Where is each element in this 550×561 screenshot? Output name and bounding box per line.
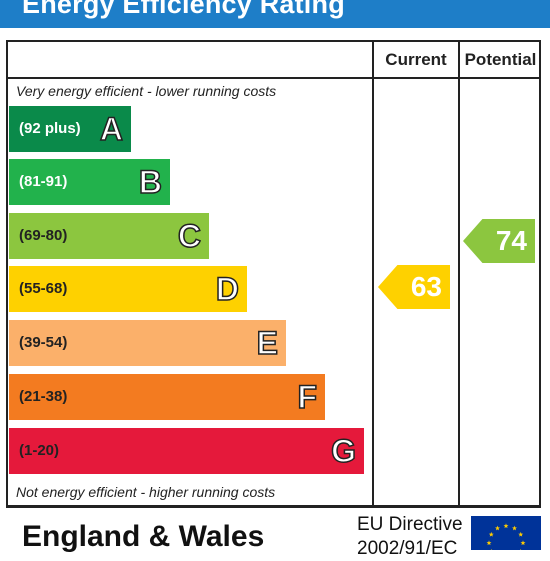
band-letter: D: [215, 270, 240, 308]
footer-directive: EU Directive 2002/91/EC: [357, 513, 463, 561]
directive-line-1: EU Directive: [357, 514, 463, 535]
band-range: (39-54): [19, 334, 68, 351]
band-letter: E: [256, 324, 279, 362]
eu-stars-icon: [486, 523, 526, 561]
column-divider-current: [372, 40, 374, 507]
band-c: (69-80) C: [9, 213, 209, 259]
band-a: (92 plus) A: [9, 106, 131, 152]
eu-star-icon: [518, 531, 524, 537]
column-header-potential: Potential: [464, 50, 537, 69]
band-letter: B: [138, 163, 163, 201]
band-range: (81-91): [19, 173, 68, 190]
title-bar: Energy Efficiency Rating: [0, 0, 550, 28]
eu-star-icon: [520, 540, 526, 546]
band-letter: A: [99, 110, 124, 148]
current-rating-value: 63: [410, 271, 442, 302]
potential-rating-value: 74: [495, 225, 527, 256]
column-header-current: Current: [385, 50, 447, 69]
eu-star-icon: [512, 525, 517, 531]
band-letter: F: [297, 378, 318, 416]
note-efficient: Very energy efficient - lower running co…: [16, 83, 277, 99]
header-divider: [6, 77, 541, 79]
band-f: (21-38) F: [9, 374, 325, 420]
eu-flag-icon: [471, 516, 541, 561]
footer-divider: [6, 506, 541, 508]
note-inefficient: Not energy efficient - higher running co…: [16, 484, 276, 500]
band-range: (55-68): [19, 280, 68, 297]
column-divider-potential: [458, 40, 460, 507]
footer-region: England & Wales: [22, 520, 265, 553]
band-g: (1-20) G: [9, 428, 364, 474]
eu-star-icon: [503, 523, 509, 529]
eu-star-icon: [488, 531, 494, 537]
page-title: Energy Efficiency Rating: [22, 0, 345, 19]
band-range: (92 plus): [19, 120, 81, 137]
band-range: (69-80): [19, 227, 68, 244]
band-b: (81-91) B: [9, 159, 170, 205]
band-e: (39-54) E: [9, 320, 286, 366]
band-range: (1-20): [19, 442, 60, 459]
band-range: (21-38): [19, 388, 68, 405]
band-letter: C: [177, 217, 202, 255]
band-d: (55-68) D: [9, 266, 247, 312]
eu-star-icon: [486, 540, 492, 546]
directive-line-2: 2002/91/EC: [357, 538, 458, 559]
eu-star-icon: [495, 525, 500, 531]
band-letter: G: [330, 432, 356, 470]
